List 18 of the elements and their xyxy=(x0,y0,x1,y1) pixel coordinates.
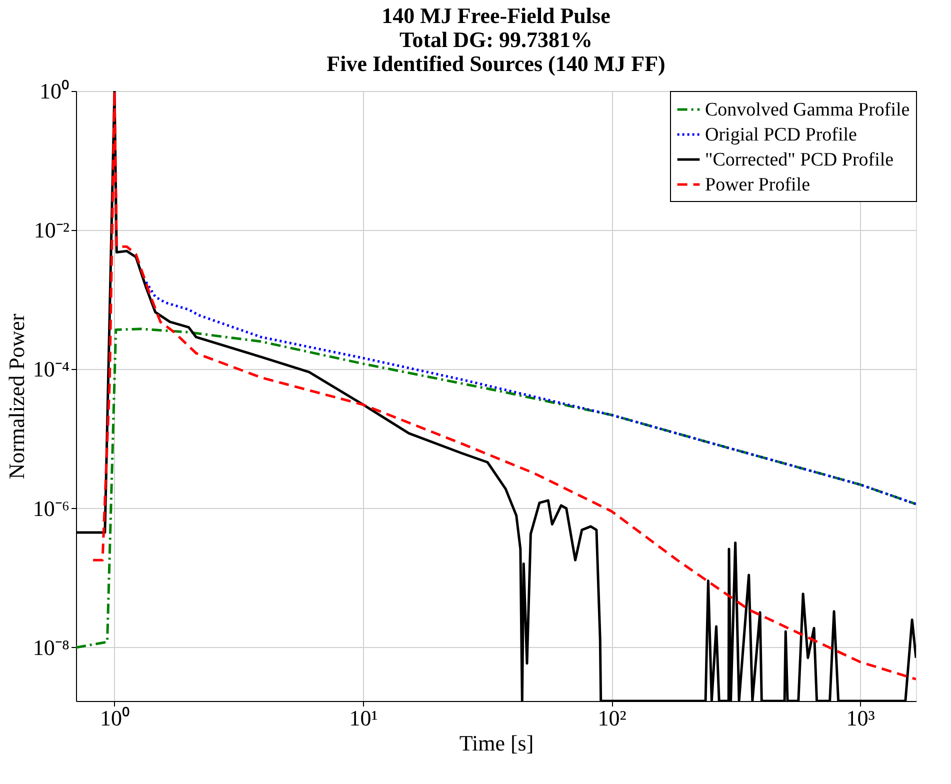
x-tick-label: 10⁰ xyxy=(100,706,130,730)
y-tick-label: 10⁰ xyxy=(40,78,70,104)
y-tick-label: 10⁻⁴ xyxy=(32,356,70,382)
y-tick-label: 10⁻⁸ xyxy=(32,634,70,660)
legend-label: Convolved Gamma Profile xyxy=(705,100,910,120)
legend-label: Power Profile xyxy=(705,174,810,196)
x-tick-label: 10³ xyxy=(846,706,876,730)
x-tick-label: 10¹ xyxy=(349,706,378,730)
legend-label: Origial PCD Profile xyxy=(705,124,857,146)
x-axis-title: Time [s] xyxy=(459,730,534,756)
text: 140 MJ Free-Field Pulse xyxy=(382,3,610,28)
y-tick-label: 10⁻⁶ xyxy=(32,496,70,521)
y-tick-label: 10⁻² xyxy=(34,218,70,243)
x-tick-label: 10² xyxy=(598,706,627,730)
legend-label: "Corrected" PCD Profile xyxy=(705,150,894,170)
text: Five Identified Sources (140 MJ FF) xyxy=(326,51,666,76)
text: Total DG: 99.7381% xyxy=(400,27,592,52)
y-axis-title: Normalized Power xyxy=(4,313,29,480)
